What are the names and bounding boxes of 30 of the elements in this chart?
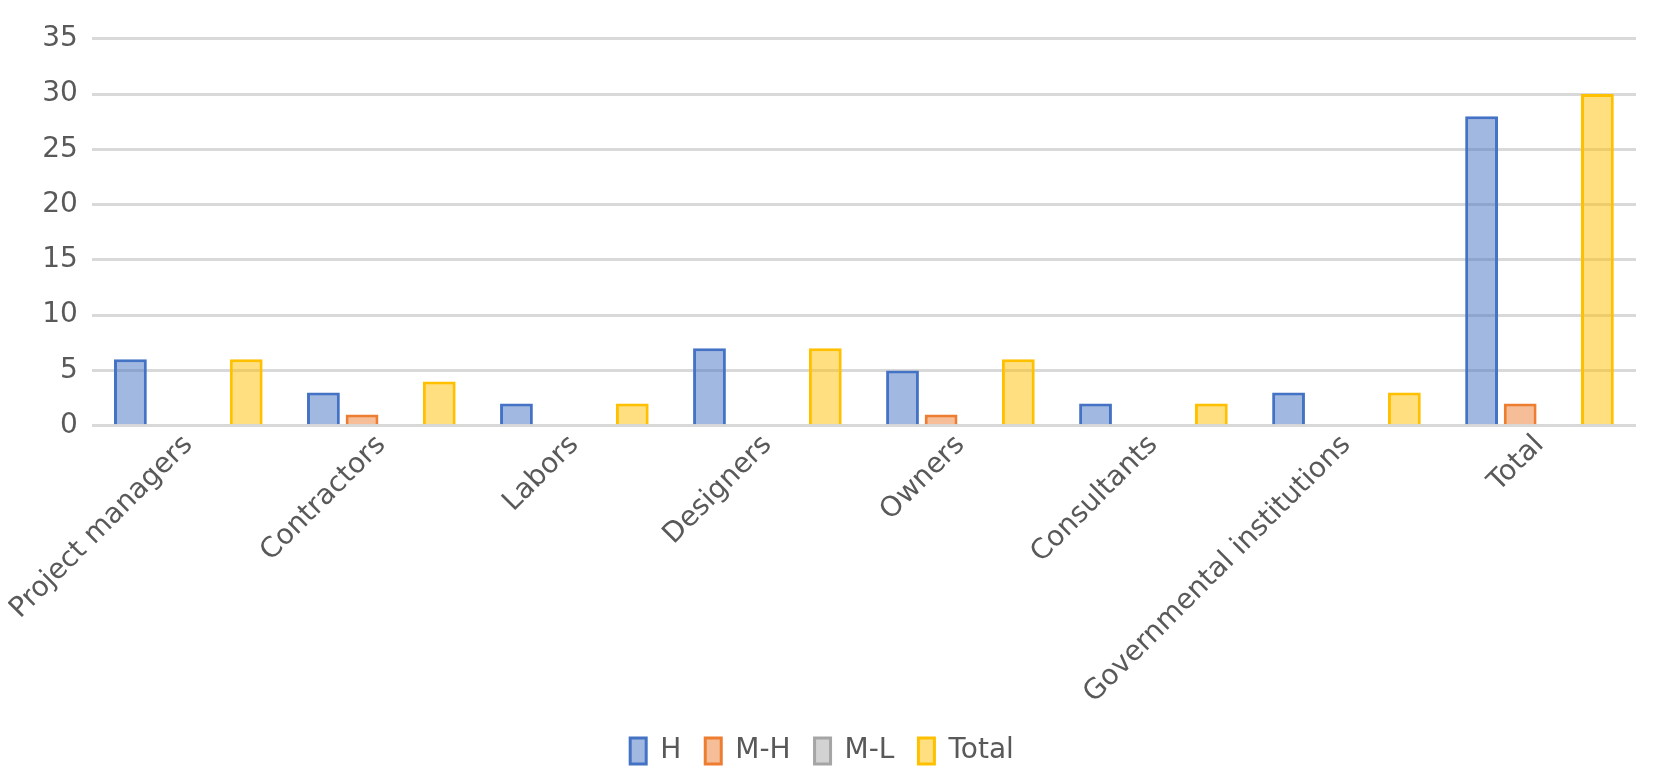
bar <box>693 348 726 425</box>
y-tick-label: 5 <box>59 351 78 385</box>
y-tick-label: 10 <box>42 296 78 330</box>
bar <box>924 414 958 425</box>
bar <box>1387 392 1421 425</box>
bar <box>1001 359 1035 425</box>
legend-label: H <box>660 732 682 766</box>
bar <box>1272 392 1305 425</box>
bar <box>500 403 533 425</box>
bar <box>422 381 456 425</box>
bar <box>114 359 147 425</box>
bar <box>808 348 842 425</box>
y-tick-label: 20 <box>42 185 78 219</box>
bar <box>1580 94 1614 425</box>
bar <box>1465 116 1498 425</box>
bar <box>229 359 263 425</box>
legend-label: Total <box>947 732 1014 766</box>
y-tick-label: 15 <box>42 241 78 275</box>
bar <box>307 392 340 425</box>
y-tick-label: 35 <box>42 20 78 54</box>
bar <box>886 370 919 425</box>
legend-label: M-L <box>844 732 895 766</box>
bar <box>1503 403 1537 425</box>
y-tick-label: 25 <box>42 130 78 164</box>
bar <box>1079 403 1112 425</box>
legend-label: M-H <box>735 732 791 766</box>
y-tick-label: 30 <box>42 75 78 109</box>
bar <box>1194 403 1228 425</box>
y-tick-label: 0 <box>59 406 78 440</box>
bar <box>615 403 649 425</box>
